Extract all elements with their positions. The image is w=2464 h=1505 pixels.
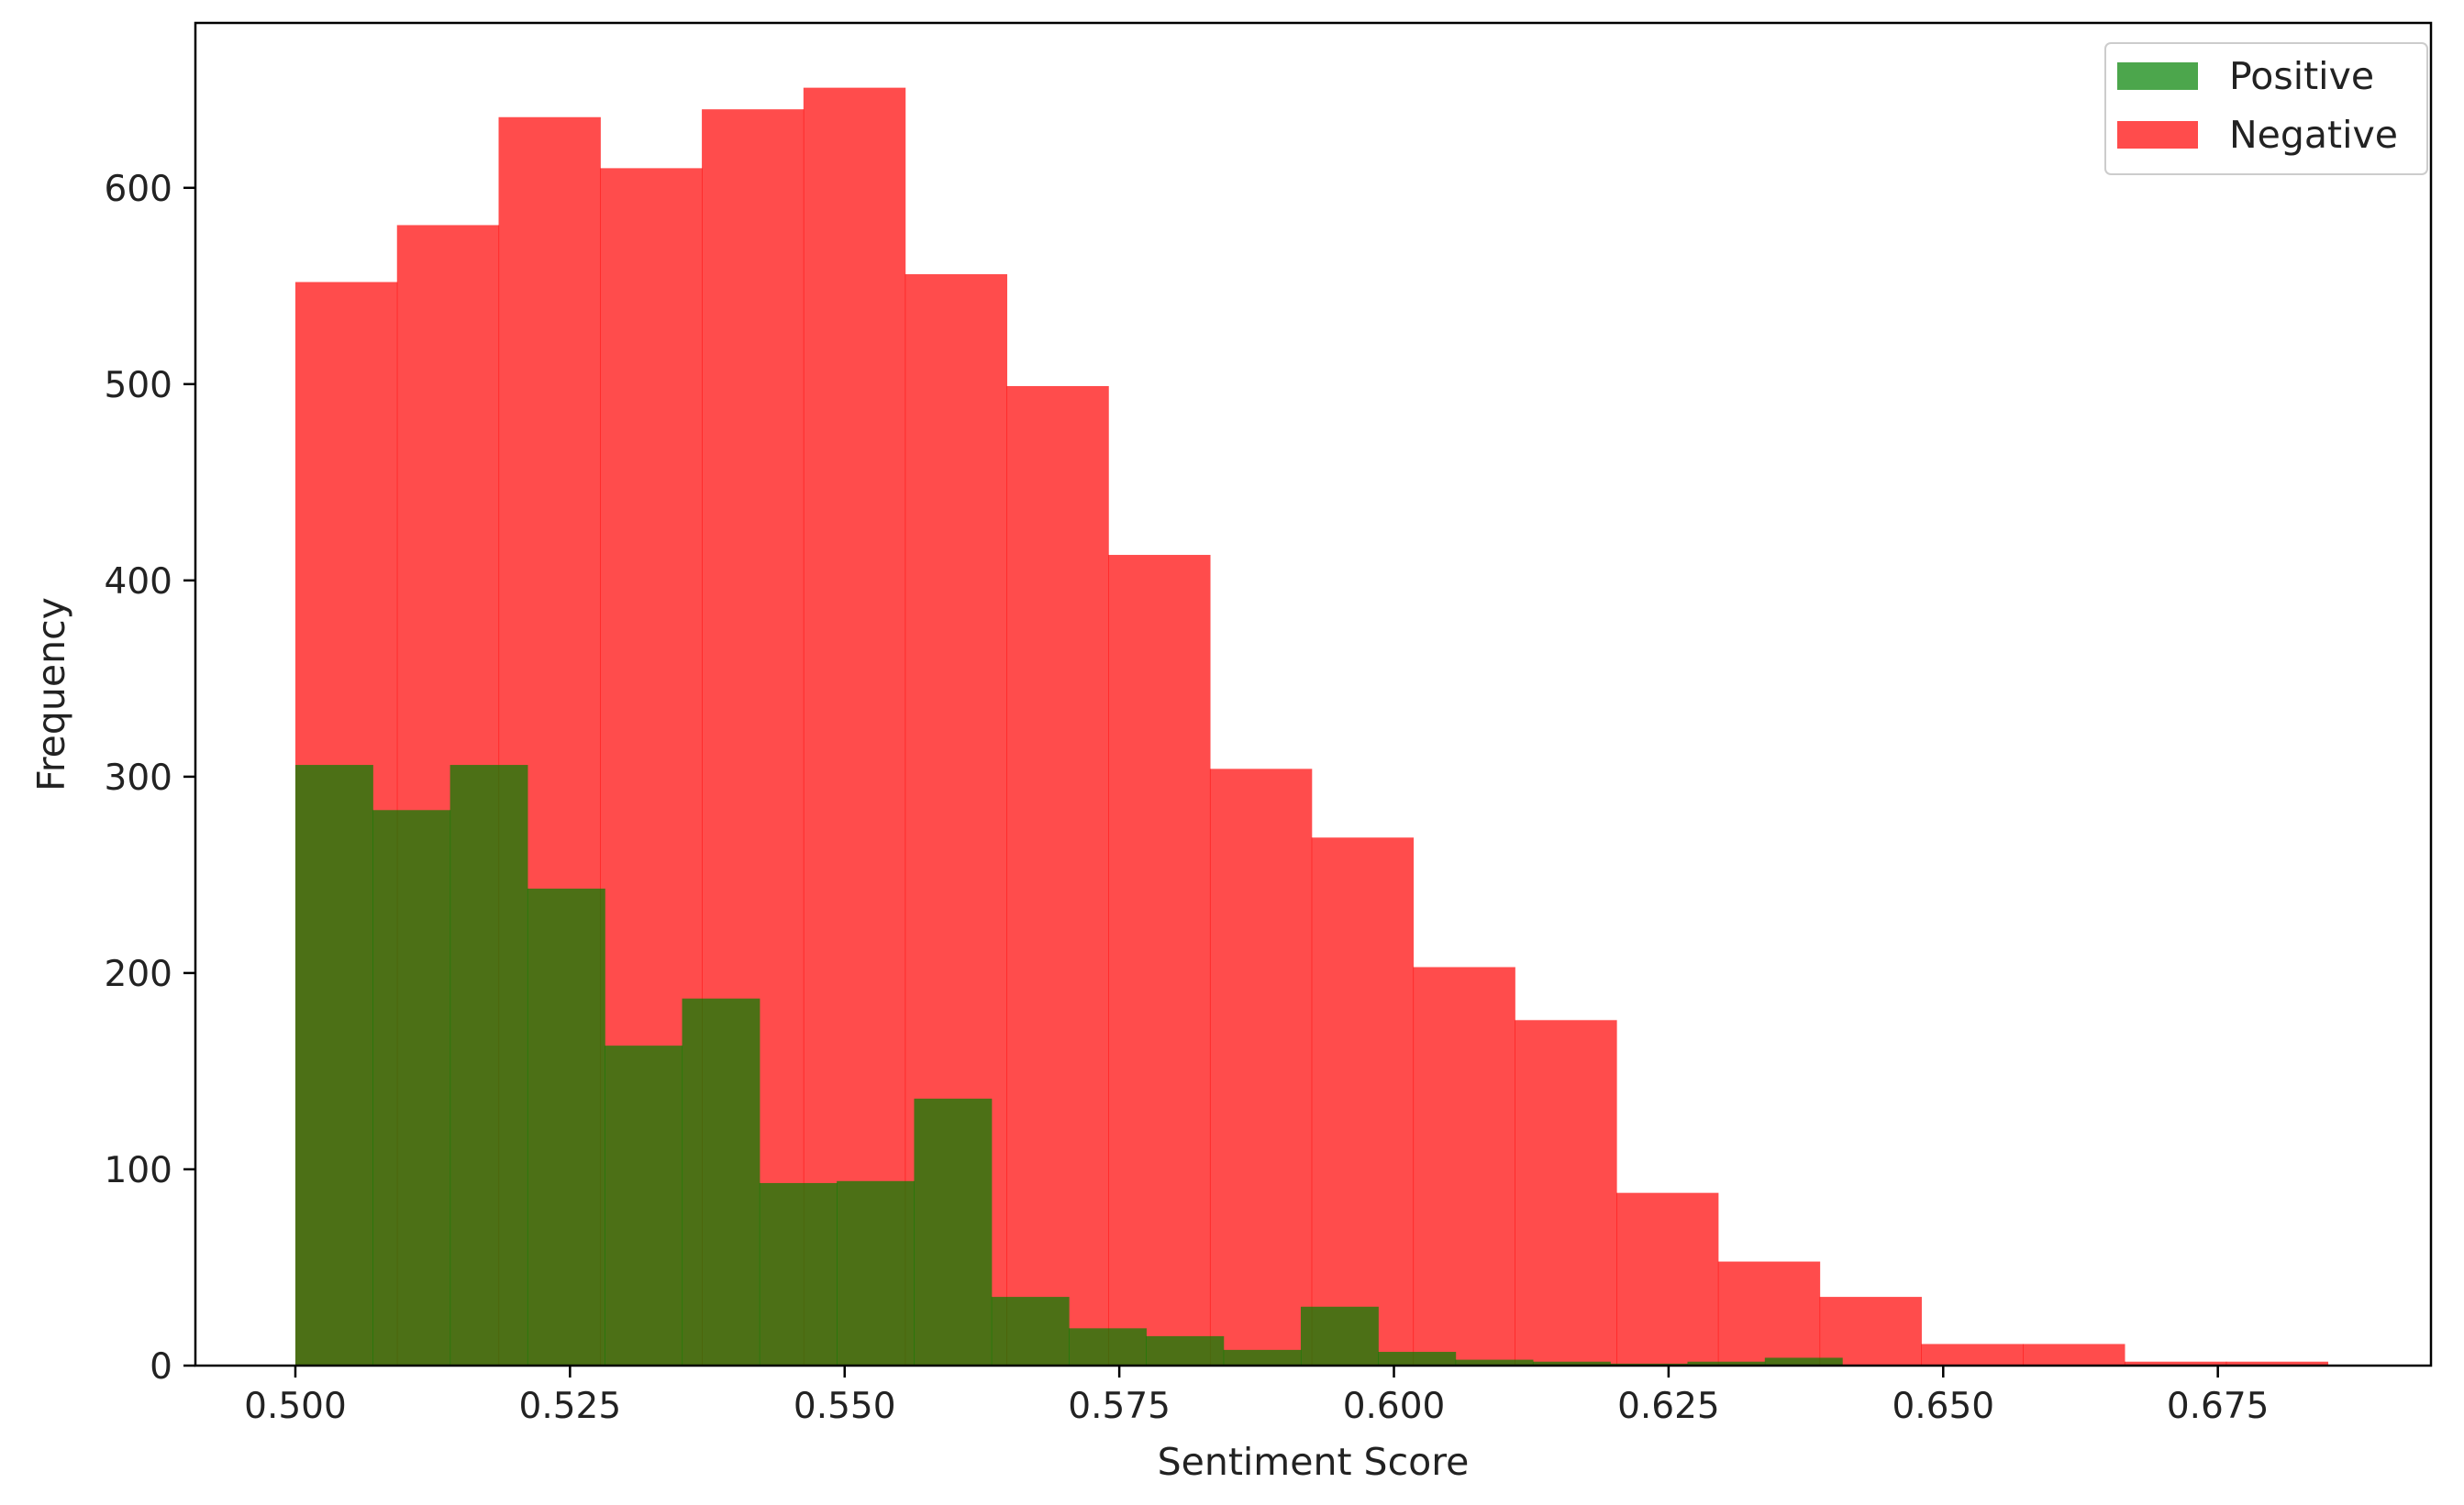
x-tick-label-4: 0.600 [1343, 1386, 1446, 1427]
y-tick-label-6: 600 [105, 169, 172, 210]
bar-negative-10 [1311, 837, 1415, 1366]
bar-positive-6 [759, 1182, 838, 1366]
bar-negative-13 [1616, 1192, 1719, 1366]
bar-positive-3 [527, 888, 605, 1366]
bar-negative-7 [1006, 385, 1109, 1367]
bar-positive-15 [1455, 1359, 1534, 1366]
bar-negative-11 [1413, 967, 1515, 1366]
legend-label-negative: Negative [2229, 113, 2398, 157]
x-tick-label-0: 0.500 [244, 1386, 347, 1427]
legend-label-positive: Positive [2229, 54, 2374, 98]
bar-positive-5 [682, 998, 760, 1366]
bar-positive-0 [294, 765, 373, 1366]
bar-negative-12 [1515, 1020, 1617, 1366]
y-tick-label-3: 300 [105, 758, 172, 799]
bar-positive-7 [837, 1180, 916, 1366]
y-tick-label-5: 500 [105, 365, 172, 406]
bar-positive-8 [914, 1098, 993, 1366]
legend: Positive Negative [2104, 42, 2428, 175]
x-tick-label-3: 0.575 [1068, 1386, 1171, 1427]
bar-negative-9 [1209, 769, 1313, 1366]
bar-negative-8 [1108, 555, 1211, 1366]
bar-positive-10 [1069, 1328, 1147, 1366]
bar-positive-2 [450, 765, 528, 1366]
x-tick-label-2: 0.550 [794, 1386, 896, 1427]
bar-positive-9 [991, 1297, 1070, 1366]
plot-frame [194, 21, 2433, 1367]
y-axis-label: Frequency [29, 597, 73, 791]
y-tick-label-4: 400 [105, 561, 172, 603]
y-tick-label-1: 100 [105, 1150, 172, 1191]
y-tick-label-0: 0 [150, 1346, 172, 1388]
bar-negative-19 [2225, 1361, 2329, 1366]
x-tick-label-1: 0.525 [519, 1386, 622, 1427]
y-tick-label-2: 200 [105, 954, 172, 995]
bar-positive-4 [605, 1046, 683, 1366]
x-tick-label-7: 0.675 [2167, 1386, 2270, 1427]
legend-swatch-positive [2117, 62, 2198, 90]
x-axis-ticks: 0.500 0.525 0.550 0.575 0.600 0.625 0.650 0.675 [244, 1366, 2270, 1427]
x-axis-label: Sentiment Score [1158, 1440, 1470, 1484]
bar-negative-17 [2023, 1344, 2125, 1366]
bar-positive-1 [372, 810, 451, 1366]
bars-layer [294, 87, 2329, 1367]
bar-positive-19 [1764, 1357, 1843, 1366]
y-axis-ticks: 0 100 200 300 400 500 600 [105, 169, 195, 1388]
bar-positive-13 [1300, 1306, 1379, 1366]
bar-negative-15 [1819, 1297, 1922, 1366]
bar-positive-11 [1146, 1335, 1225, 1366]
bar-positive-18 [1687, 1361, 1766, 1366]
x-tick-label-5: 0.625 [1617, 1386, 1720, 1427]
bar-negative-14 [1717, 1261, 1821, 1366]
bar-positive-14 [1378, 1352, 1457, 1366]
x-tick-label-6: 0.650 [1892, 1386, 1994, 1427]
bar-positive-16 [1532, 1361, 1611, 1366]
bar-negative-5 [803, 87, 906, 1366]
bar-positive-12 [1223, 1349, 1302, 1366]
legend-swatch-negative [2117, 121, 2198, 149]
bar-negative-18 [2124, 1361, 2227, 1366]
bar-negative-16 [1921, 1344, 2024, 1366]
